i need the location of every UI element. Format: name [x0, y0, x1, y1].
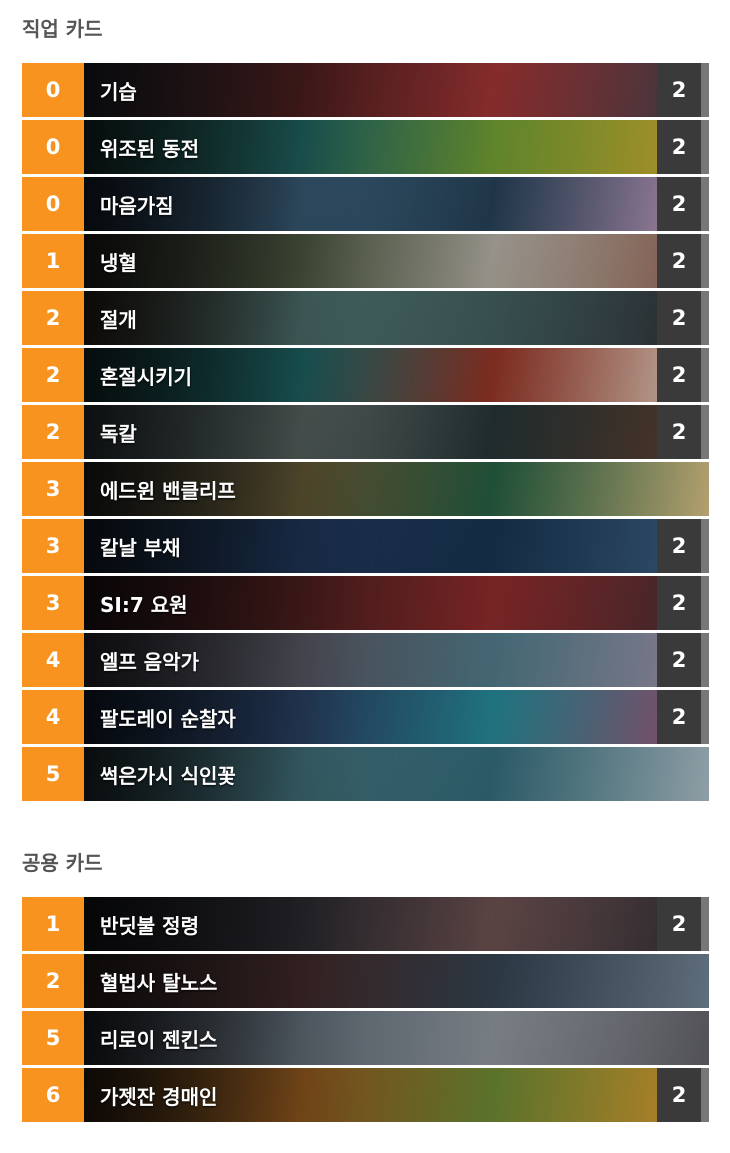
- card-name: 반딧불 정령: [100, 913, 199, 938]
- card-name: 에드윈 밴클리프: [100, 478, 236, 503]
- card-cost: 5: [22, 747, 84, 801]
- card-cost: 6: [22, 1068, 84, 1122]
- card-count: [657, 462, 709, 516]
- card-name: 기습: [100, 79, 137, 104]
- card-name: 위조된 동전: [100, 136, 199, 161]
- card-art-image: [84, 897, 709, 951]
- card-art-image: [84, 234, 709, 288]
- card-name: 절개: [100, 307, 137, 332]
- card-art-image: [84, 405, 709, 459]
- card-name: 마음가짐: [100, 193, 174, 218]
- card-name: 팔도레이 순찰자: [100, 706, 236, 731]
- card-count: 2: [657, 177, 709, 231]
- card-name: 가젯잔 경매인: [100, 1084, 218, 1109]
- card-art-image: [84, 120, 709, 174]
- card-name: 썩은가시 식인꽃: [100, 763, 236, 788]
- card-art-image: [84, 690, 709, 744]
- card-cost: 3: [22, 462, 84, 516]
- card-name: 독칼: [100, 421, 137, 446]
- card-cost: 2: [22, 348, 84, 402]
- card-row[interactable]: 5 썩은가시 식인꽃: [22, 747, 709, 801]
- card-cost: 5: [22, 1011, 84, 1065]
- card-cost: 0: [22, 63, 84, 117]
- card-row[interactable]: 2 절개 2: [22, 291, 709, 345]
- card-cost: 4: [22, 633, 84, 687]
- card-art-image: [84, 576, 709, 630]
- card-count: 2: [657, 120, 709, 174]
- card-row[interactable]: 4 팔도레이 순찰자 2: [22, 690, 709, 744]
- card-count: 2: [657, 633, 709, 687]
- card-art-image: [84, 63, 709, 117]
- card-count: 2: [657, 234, 709, 288]
- card-cost: 0: [22, 120, 84, 174]
- card-count: 2: [657, 63, 709, 117]
- neutral-cards-title: 공용 카드: [22, 851, 103, 875]
- card-row[interactable]: 0 기습 2: [22, 63, 709, 117]
- card-art-image: [84, 291, 709, 345]
- card-art-image: [84, 1068, 709, 1122]
- card-row[interactable]: 1 반딧불 정령 2: [22, 897, 709, 951]
- card-name: 엘프 음악가: [100, 649, 199, 674]
- card-count: 2: [657, 576, 709, 630]
- card-name: 냉혈: [100, 250, 137, 275]
- card-count: 2: [657, 690, 709, 744]
- card-count: 2: [657, 348, 709, 402]
- card-name: 혈법사 탈노스: [100, 970, 218, 995]
- card-art-image: [84, 462, 709, 516]
- card-name: SI:7 요원: [100, 592, 188, 617]
- card-name: 리로이 젠킨스: [100, 1027, 218, 1052]
- card-cost: 2: [22, 954, 84, 1008]
- card-count: 2: [657, 405, 709, 459]
- class-cards-title: 직업 카드: [22, 17, 103, 41]
- card-count: 2: [657, 897, 709, 951]
- card-art-image: [84, 348, 709, 402]
- card-count: 2: [657, 291, 709, 345]
- card-count: [657, 954, 709, 1008]
- card-row[interactable]: 6 가젯잔 경매인 2: [22, 1068, 709, 1122]
- card-cost: 2: [22, 291, 84, 345]
- card-row[interactable]: 1 냉혈 2: [22, 234, 709, 288]
- card-row[interactable]: 3 칼날 부채 2: [22, 519, 709, 573]
- neutral-card-list: 1 반딧불 정령 2 2 혈법사 탈노스 5 리로이 젠킨스 6 가젯잔 경매인 2: [22, 897, 709, 1125]
- card-cost: 1: [22, 897, 84, 951]
- card-cost: 0: [22, 177, 84, 231]
- card-row[interactable]: 2 혼절시키기 2: [22, 348, 709, 402]
- card-art-image: [84, 519, 709, 573]
- card-row[interactable]: 0 마음가짐 2: [22, 177, 709, 231]
- card-count: [657, 1011, 709, 1065]
- card-row[interactable]: 3 에드윈 밴클리프: [22, 462, 709, 516]
- card-count: [657, 747, 709, 801]
- card-art-image: [84, 177, 709, 231]
- card-row[interactable]: 2 혈법사 탈노스: [22, 954, 709, 1008]
- card-row[interactable]: 2 독칼 2: [22, 405, 709, 459]
- card-row[interactable]: 5 리로이 젠킨스: [22, 1011, 709, 1065]
- card-row[interactable]: 0 위조된 동전 2: [22, 120, 709, 174]
- card-name: 칼날 부채: [100, 535, 181, 560]
- card-art-image: [84, 954, 709, 1008]
- card-art-image: [84, 1011, 709, 1065]
- card-cost: 4: [22, 690, 84, 744]
- card-cost: 3: [22, 519, 84, 573]
- class-card-list: 0 기습 2 0 위조된 동전 2 0 마음가짐 2 1 냉혈 2 2 절개 2 2 혼절시키기 2 2 독칼 2 3 에드…: [22, 63, 709, 804]
- card-row[interactable]: 3 SI:7 요원 2: [22, 576, 709, 630]
- card-count: 2: [657, 1068, 709, 1122]
- card-art-image: [84, 633, 709, 687]
- card-cost: 3: [22, 576, 84, 630]
- card-count: 2: [657, 519, 709, 573]
- card-name: 혼절시키기: [100, 364, 192, 389]
- card-row[interactable]: 4 엘프 음악가 2: [22, 633, 709, 687]
- card-cost: 1: [22, 234, 84, 288]
- card-cost: 2: [22, 405, 84, 459]
- card-art-image: [84, 747, 709, 801]
